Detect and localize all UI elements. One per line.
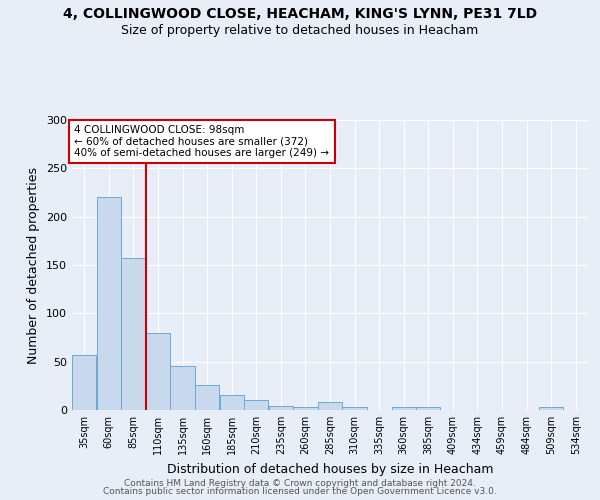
Bar — [195, 385, 219, 410]
Bar — [392, 407, 416, 410]
X-axis label: Distribution of detached houses by size in Heacham: Distribution of detached houses by size … — [167, 462, 493, 475]
Bar — [416, 407, 440, 410]
Bar — [539, 407, 563, 410]
Bar — [318, 402, 342, 410]
Bar — [269, 406, 293, 410]
Bar — [72, 355, 97, 410]
Bar — [97, 198, 121, 410]
Bar — [293, 407, 317, 410]
Bar — [220, 394, 244, 410]
Text: Contains public sector information licensed under the Open Government Licence v3: Contains public sector information licen… — [103, 487, 497, 496]
Bar — [146, 332, 170, 410]
Text: Size of property relative to detached houses in Heacham: Size of property relative to detached ho… — [121, 24, 479, 37]
Bar — [170, 366, 195, 410]
Bar — [121, 258, 146, 410]
Y-axis label: Number of detached properties: Number of detached properties — [28, 166, 40, 364]
Text: Contains HM Land Registry data © Crown copyright and database right 2024.: Contains HM Land Registry data © Crown c… — [124, 478, 476, 488]
Text: 4, COLLINGWOOD CLOSE, HEACHAM, KING'S LYNN, PE31 7LD: 4, COLLINGWOOD CLOSE, HEACHAM, KING'S LY… — [63, 8, 537, 22]
Text: 4 COLLINGWOOD CLOSE: 98sqm
← 60% of detached houses are smaller (372)
40% of sem: 4 COLLINGWOOD CLOSE: 98sqm ← 60% of deta… — [74, 125, 329, 158]
Bar — [343, 407, 367, 410]
Bar — [244, 400, 268, 410]
